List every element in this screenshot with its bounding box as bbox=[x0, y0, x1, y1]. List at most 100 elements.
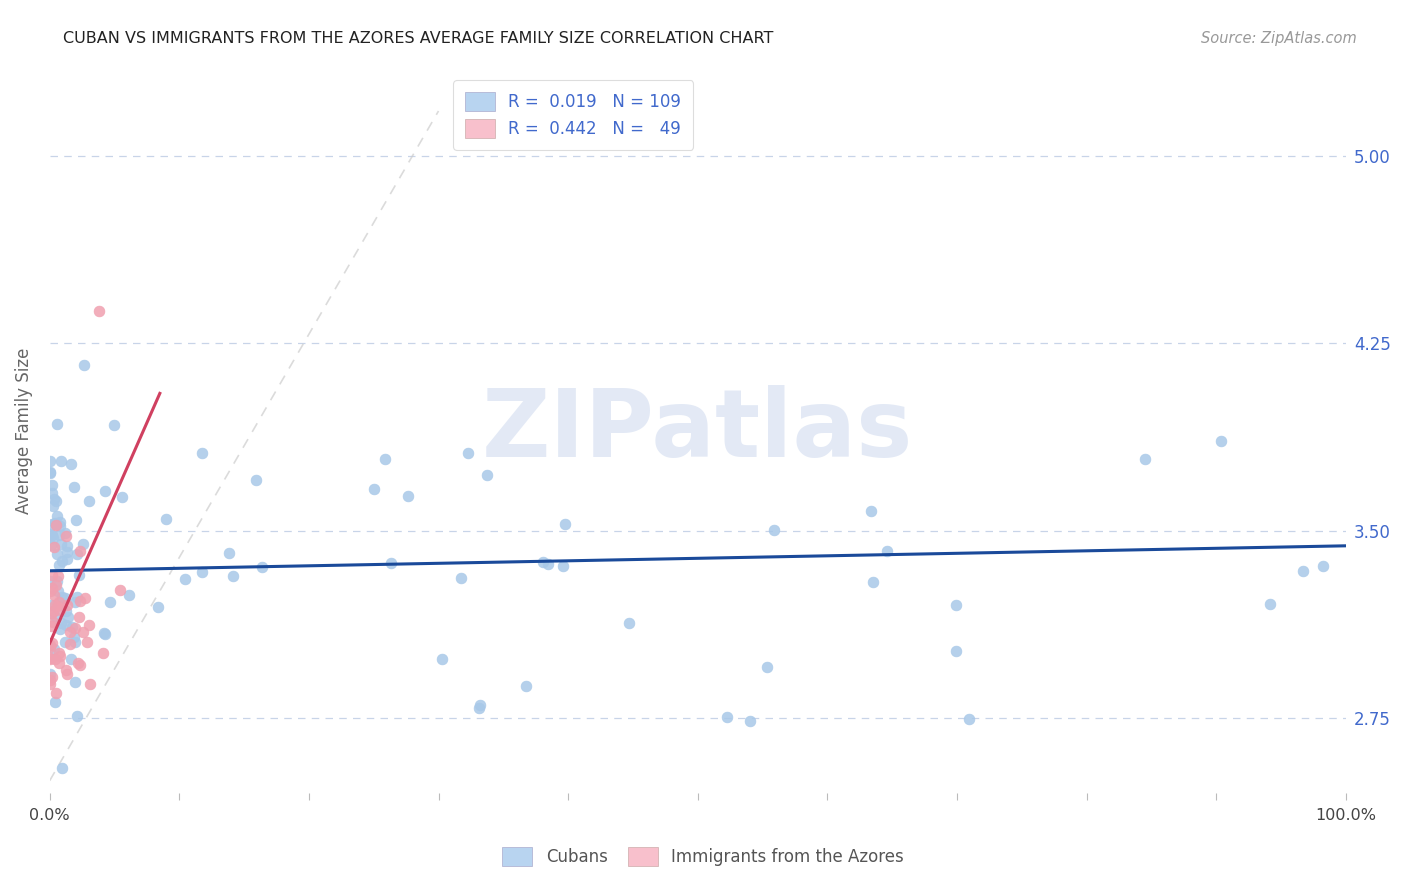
Point bbox=[42, 588, 65, 602]
Text: CUBAN VS IMMIGRANTS FROM THE AZORES AVERAGE FAMILY SIZE CORRELATION CHART: CUBAN VS IMMIGRANTS FROM THE AZORES AVER… bbox=[63, 31, 773, 46]
Point bbox=[65, 513, 87, 527]
Point bbox=[41, 527, 63, 541]
Point bbox=[44, 609, 66, 624]
Point bbox=[39, 640, 62, 655]
Point bbox=[716, 710, 738, 724]
Point bbox=[41, 477, 63, 491]
Point bbox=[250, 559, 273, 574]
Point bbox=[537, 557, 560, 571]
Point bbox=[79, 494, 101, 508]
Point bbox=[41, 517, 63, 532]
Point bbox=[51, 615, 73, 630]
Point bbox=[957, 713, 980, 727]
Point bbox=[69, 657, 91, 672]
Point bbox=[551, 558, 574, 573]
Point bbox=[190, 446, 212, 460]
Point bbox=[39, 619, 62, 633]
Point bbox=[69, 544, 91, 558]
Point bbox=[46, 584, 69, 599]
Point bbox=[374, 452, 396, 467]
Point bbox=[66, 709, 89, 723]
Text: ZIPatlas: ZIPatlas bbox=[482, 384, 914, 477]
Point bbox=[1312, 558, 1334, 573]
Point bbox=[56, 667, 79, 681]
Point bbox=[42, 491, 65, 506]
Point bbox=[56, 599, 79, 613]
Point bbox=[49, 454, 72, 468]
Legend: R =  0.019   N = 109, R =  0.442   N =   49: R = 0.019 N = 109, R = 0.442 N = 49 bbox=[453, 80, 693, 150]
Point bbox=[191, 565, 214, 579]
Point bbox=[1211, 434, 1233, 449]
Point bbox=[218, 546, 240, 560]
Point bbox=[45, 547, 67, 561]
Point bbox=[108, 582, 131, 597]
Point bbox=[60, 620, 83, 634]
Point bbox=[860, 503, 883, 517]
Point bbox=[222, 569, 245, 583]
Point bbox=[48, 558, 70, 573]
Point bbox=[554, 517, 576, 532]
Point bbox=[51, 761, 73, 775]
Point bbox=[862, 575, 884, 590]
Point bbox=[46, 568, 69, 582]
Point bbox=[38, 650, 60, 665]
Point bbox=[87, 304, 110, 318]
Point bbox=[945, 644, 967, 658]
Point bbox=[41, 538, 63, 552]
Point bbox=[55, 617, 77, 632]
Point bbox=[48, 528, 70, 542]
Point bbox=[55, 635, 77, 649]
Text: Source: ZipAtlas.com: Source: ZipAtlas.com bbox=[1201, 31, 1357, 46]
Point bbox=[51, 590, 73, 604]
Point bbox=[93, 627, 115, 641]
Point bbox=[396, 489, 419, 503]
Point bbox=[56, 610, 79, 624]
Point bbox=[38, 667, 60, 681]
Point bbox=[41, 568, 63, 582]
Point bbox=[531, 555, 554, 569]
Point bbox=[66, 547, 89, 561]
Point bbox=[55, 529, 77, 543]
Point bbox=[66, 590, 89, 604]
Point bbox=[63, 595, 86, 609]
Point bbox=[44, 516, 66, 530]
Point bbox=[67, 568, 90, 582]
Point bbox=[69, 593, 91, 607]
Point bbox=[876, 544, 898, 558]
Point bbox=[155, 512, 177, 526]
Point bbox=[38, 454, 60, 468]
Point bbox=[39, 652, 62, 666]
Point bbox=[45, 494, 67, 508]
Point bbox=[42, 499, 65, 513]
Point bbox=[1292, 564, 1315, 578]
Point bbox=[49, 603, 72, 617]
Point bbox=[740, 714, 762, 728]
Point bbox=[48, 518, 70, 533]
Point bbox=[48, 646, 70, 660]
Point bbox=[110, 491, 132, 505]
Point bbox=[945, 598, 967, 612]
Point bbox=[44, 695, 66, 709]
Y-axis label: Average Family Size: Average Family Size bbox=[15, 348, 32, 514]
Point bbox=[48, 595, 70, 609]
Point bbox=[45, 516, 67, 531]
Point bbox=[38, 526, 60, 541]
Point bbox=[450, 571, 472, 585]
Point bbox=[38, 465, 60, 479]
Point bbox=[53, 526, 76, 541]
Point bbox=[91, 646, 114, 660]
Point bbox=[44, 540, 66, 554]
Point bbox=[174, 572, 197, 586]
Point bbox=[42, 615, 65, 629]
Legend: Cubans, Immigrants from the Azores: Cubans, Immigrants from the Azores bbox=[496, 840, 910, 873]
Point bbox=[93, 625, 115, 640]
Point bbox=[75, 591, 97, 605]
Point bbox=[94, 483, 117, 498]
Point bbox=[42, 604, 65, 618]
Point bbox=[98, 595, 121, 609]
Point bbox=[380, 557, 402, 571]
Point bbox=[457, 446, 479, 460]
Point bbox=[79, 618, 101, 632]
Point bbox=[41, 581, 63, 595]
Point bbox=[62, 630, 84, 644]
